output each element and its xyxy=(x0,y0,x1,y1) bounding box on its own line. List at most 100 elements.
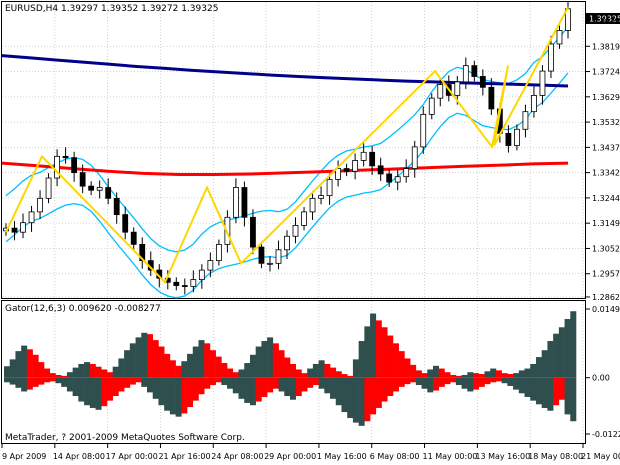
candle xyxy=(522,104,529,138)
main-panel-frame xyxy=(1,1,586,299)
candle xyxy=(173,277,180,291)
gator-lower-bar xyxy=(141,377,148,387)
gator-upper-bar xyxy=(347,375,354,378)
candle xyxy=(462,57,469,89)
candle xyxy=(198,264,205,289)
candle xyxy=(88,181,95,196)
gator-lower-bar xyxy=(38,377,45,385)
gator-upper-bar xyxy=(335,371,342,378)
gator-upper-bar xyxy=(141,332,148,378)
time-tick-label: 18 May 08:00 xyxy=(528,452,583,461)
gator-lower-bar xyxy=(284,377,291,397)
gator-upper-bar xyxy=(375,320,382,378)
gator-lower-bar xyxy=(375,377,382,408)
time-tick-label: 11 May 00:00 xyxy=(423,452,478,461)
gator-lower-bar xyxy=(312,377,319,386)
gator-lower-bar xyxy=(175,377,182,417)
gator-upper-bar xyxy=(38,362,45,378)
gator-lower-bar xyxy=(198,377,205,395)
gator-lower-bar xyxy=(55,377,62,384)
gator-lower-bar xyxy=(495,377,502,382)
candle xyxy=(37,190,43,219)
gator-upper-bar xyxy=(438,368,445,378)
gator-lower-bar xyxy=(204,377,211,389)
gator-lower-bar xyxy=(32,377,39,387)
gator-lower-bar xyxy=(455,377,462,386)
gator-lower-bar xyxy=(49,377,56,382)
gator-upper-bar xyxy=(290,363,297,378)
gator-lower-bar xyxy=(415,377,422,386)
candle xyxy=(96,180,103,199)
candle xyxy=(411,140,418,178)
gator-upper-bar xyxy=(427,369,434,378)
zigzag-path xyxy=(5,6,569,285)
gator-upper-bar xyxy=(450,374,457,378)
gator-bars xyxy=(4,311,577,426)
gator-lower-bar xyxy=(272,377,279,389)
time-tick-label: 13 May 16:00 xyxy=(475,452,530,461)
price-tick-label: 1.28620 xyxy=(592,293,620,302)
gator-upper-bar xyxy=(129,343,136,378)
gator-upper-bar xyxy=(570,311,577,378)
price-tick-label: 1.38195 xyxy=(592,42,620,51)
gator-upper-bar xyxy=(95,366,102,378)
gator-upper-bar xyxy=(221,363,228,378)
candle xyxy=(292,217,299,244)
gator-upper-bar xyxy=(124,350,131,378)
gator-lower-bar xyxy=(278,377,285,392)
candle xyxy=(369,146,376,176)
gator-lower-bar xyxy=(72,377,79,397)
gator-lower-bar xyxy=(295,377,302,397)
gator-upper-bar xyxy=(553,333,560,378)
candle xyxy=(403,159,410,183)
gator-upper-bar xyxy=(495,370,502,378)
gator-upper-bar xyxy=(158,346,165,378)
gator-lower-bar xyxy=(215,377,222,383)
candle xyxy=(514,124,520,151)
candle xyxy=(54,149,60,187)
candle xyxy=(548,35,554,79)
gator-lower-bar xyxy=(101,377,108,407)
time-tick-label: 17 Apr 00:00 xyxy=(106,452,158,461)
gator-upper-bar xyxy=(284,357,291,378)
gator-lower-bar xyxy=(324,377,331,394)
price-axis: 1.39250 1.38195 1.37245 1.36295 1.35320 1.343… xyxy=(586,17,620,302)
gator-upper-bar xyxy=(9,359,16,378)
gator-lower-bar xyxy=(570,377,577,422)
gator-lower-bar xyxy=(410,377,417,383)
gator-lower-bar xyxy=(84,377,91,406)
gator-upper-bar xyxy=(404,358,411,378)
candle xyxy=(20,213,26,239)
candle xyxy=(267,256,273,272)
candle xyxy=(122,206,129,240)
gator-lower-bar xyxy=(181,377,188,414)
gator-lower-bar xyxy=(78,377,85,402)
price-tick-label: 1.33420 xyxy=(592,169,620,178)
price-tick-label: 1.32445 xyxy=(592,194,620,203)
gator-lower-bar xyxy=(444,377,451,385)
candle xyxy=(377,157,384,182)
ma-blue-line xyxy=(1,54,569,88)
candle xyxy=(479,69,486,96)
candle xyxy=(258,242,265,269)
gator-lower-bar xyxy=(261,377,268,397)
candle xyxy=(181,278,188,295)
gator-lower-bar xyxy=(158,377,165,406)
gator-upper-bar xyxy=(89,363,96,378)
gator-lower-bar xyxy=(221,377,228,386)
price-tick-label: 1.31495 xyxy=(592,219,620,228)
gator-lower-bar xyxy=(541,377,548,408)
candle xyxy=(488,78,495,115)
gator-lower-bar xyxy=(4,377,11,383)
zigzag-line xyxy=(5,6,569,285)
gator-upper-bar xyxy=(44,368,51,378)
candle xyxy=(437,77,444,107)
gator-upper-bar xyxy=(106,372,113,378)
candle xyxy=(420,106,427,154)
gator-upper-bar xyxy=(238,369,245,378)
candle xyxy=(79,164,86,194)
gator-lower-bar xyxy=(152,377,159,399)
gator-upper-bar xyxy=(484,371,491,378)
gator-upper-bar xyxy=(267,337,274,378)
